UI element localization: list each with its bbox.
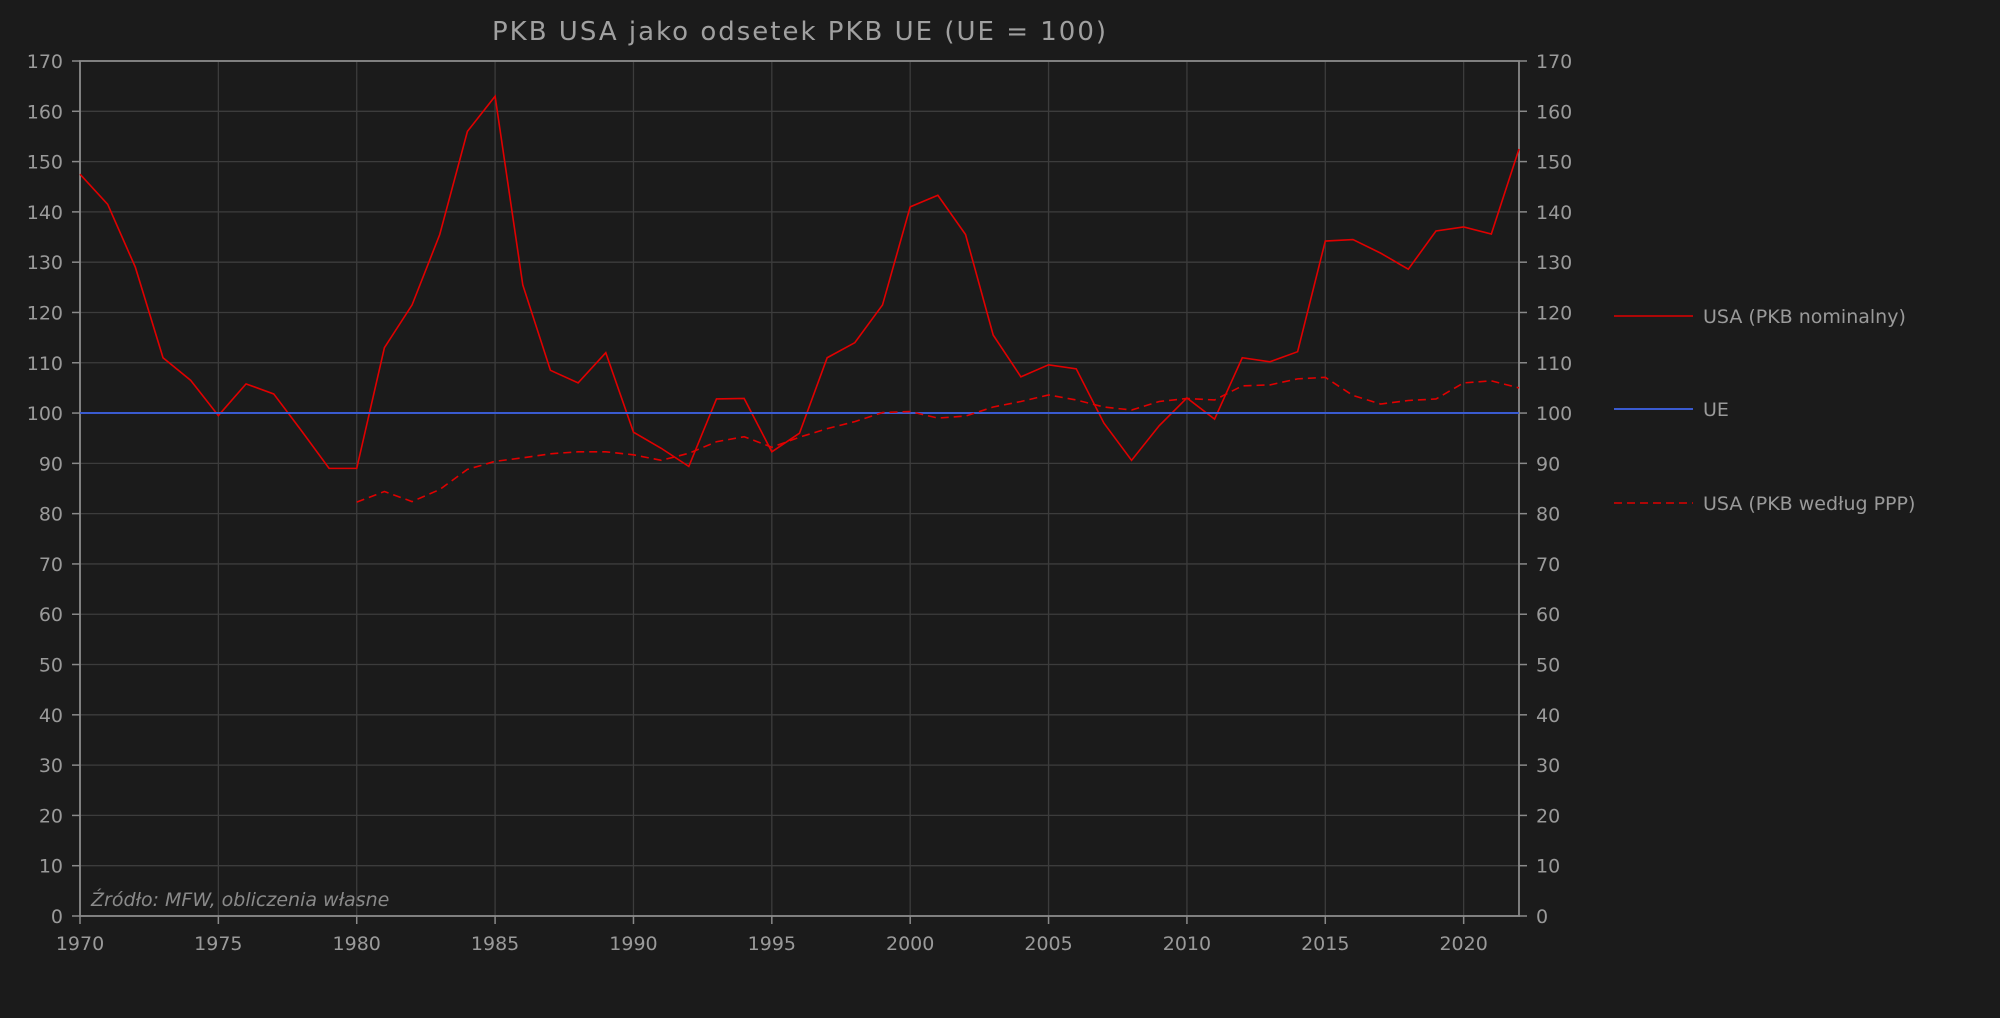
y-tick-label-right: 30 <box>1536 755 1560 777</box>
y-tick-label-left: 170 <box>27 51 63 73</box>
x-tick-label: 2010 <box>1163 933 1211 955</box>
y-tick-label-right: 10 <box>1536 856 1560 878</box>
y-tick-label-right: 130 <box>1536 252 1572 274</box>
x-tick-label: 1995 <box>748 933 796 955</box>
series-line-2 <box>356 376 1520 503</box>
legend-label: USA (PKB według PPP) <box>1703 493 1915 515</box>
x-tick-label: 1970 <box>56 933 104 955</box>
y-tick-label-left: 70 <box>39 554 63 576</box>
x-tick-label: 2020 <box>1439 933 1487 955</box>
grid <box>79 60 1519 917</box>
y-tick-label-left: 40 <box>39 705 63 727</box>
y-tick-label-right: 60 <box>1536 604 1560 626</box>
y-tick-label-left: 90 <box>39 453 63 475</box>
y-tick-label-right: 150 <box>1536 152 1572 174</box>
y-tick-label-right: 120 <box>1536 302 1572 324</box>
y-tick-label-left: 110 <box>27 353 63 375</box>
legend-label: USA (PKB nominalny) <box>1703 306 1906 328</box>
legend-label: UE <box>1703 399 1729 421</box>
y-tick-label-left: 30 <box>39 755 63 777</box>
chart-title: PKB USA jako odsetek PKB UE (UE = 100) <box>492 17 1108 47</box>
y-tick-label-left: 100 <box>27 403 63 425</box>
y-tick-label-left: 50 <box>39 655 63 677</box>
y-tick-label-right: 140 <box>1536 202 1572 224</box>
y-tick-label-left: 60 <box>39 604 63 626</box>
y-tick-label-left: 160 <box>27 101 63 123</box>
y-tick-label-right: 170 <box>1536 51 1572 73</box>
y-tick-label-right: 100 <box>1536 403 1572 425</box>
plot-frame <box>79 60 1520 917</box>
x-tick-label: 2015 <box>1301 933 1349 955</box>
series-line-0 <box>79 94 1520 470</box>
x-tick-label: 1980 <box>333 933 381 955</box>
y-tick-label-left: 120 <box>27 302 63 324</box>
y-tick-label-right: 90 <box>1536 453 1560 475</box>
y-tick-label-right: 160 <box>1536 101 1572 123</box>
y-tick-label-right: 70 <box>1536 554 1560 576</box>
y-tick-label-right: 0 <box>1536 906 1548 928</box>
y-tick-label-left: 20 <box>39 805 63 827</box>
y-tick-label-left: 0 <box>51 906 63 928</box>
x-tick-label: 1975 <box>194 933 242 955</box>
source-note: Źródło: MFW, obliczenia własne <box>90 888 389 911</box>
y-tick-label-right: 80 <box>1536 504 1560 526</box>
y-tick-label-left: 10 <box>39 856 63 878</box>
x-tick-label: 2000 <box>886 933 934 955</box>
y-tick-label-right: 20 <box>1536 805 1560 827</box>
series-group <box>79 94 1520 503</box>
y-tick-label-right: 110 <box>1536 353 1572 375</box>
y-tick-label-left: 80 <box>39 504 63 526</box>
y-tick-label-left: 150 <box>27 152 63 174</box>
x-tick-label: 1985 <box>471 933 519 955</box>
x-tick-label: 2005 <box>1024 933 1072 955</box>
x-tick-label: 1990 <box>609 933 657 955</box>
legend: USA (PKB nominalny) UE USA (PKB według PPP… <box>1614 306 1915 515</box>
y-tick-label-left: 140 <box>27 202 63 224</box>
y-tick-label-right: 50 <box>1536 655 1560 677</box>
y-tick-label-right: 40 <box>1536 705 1560 727</box>
y-tick-label-left: 130 <box>27 252 63 274</box>
